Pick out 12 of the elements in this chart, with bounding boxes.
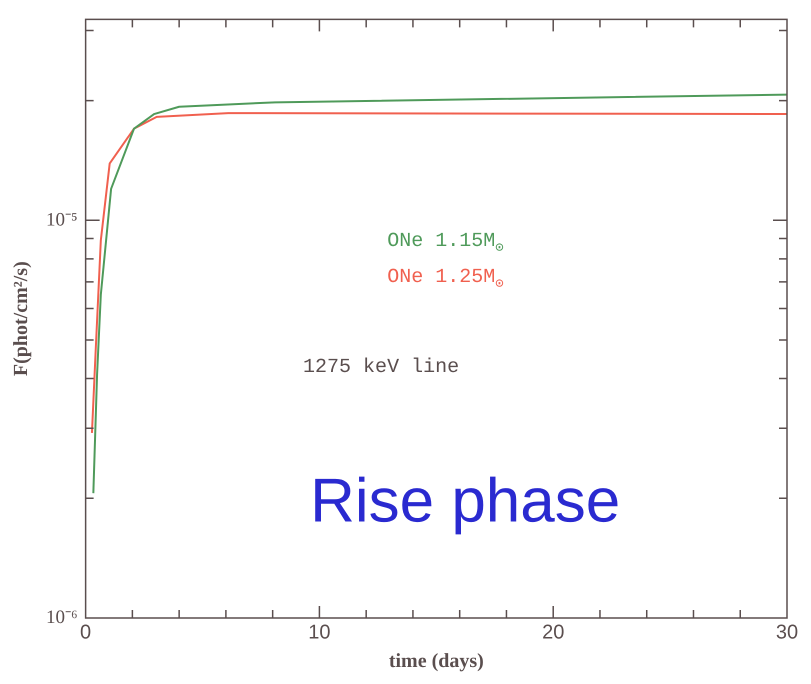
text: ONe 1.15M⊙ <box>387 230 504 257</box>
x-tick-label: 20 <box>542 622 564 644</box>
x-tick-label: 0 <box>80 622 92 644</box>
text: ONe 1.25M⊙ <box>387 266 504 292</box>
y-tick-label: 10⁻⁵ <box>46 209 78 230</box>
x-axis-title: time (days) <box>388 650 484 672</box>
x-tick-label: 30 <box>776 622 798 644</box>
y-tick-label: 10⁻⁶ <box>46 606 78 628</box>
y-axis-title: F(phot/cm²/s) <box>10 261 32 376</box>
x-tick-label: 10 <box>308 622 331 644</box>
annotation: 1275 keV line <box>303 356 460 379</box>
annotation: Rise phase <box>310 466 620 536</box>
